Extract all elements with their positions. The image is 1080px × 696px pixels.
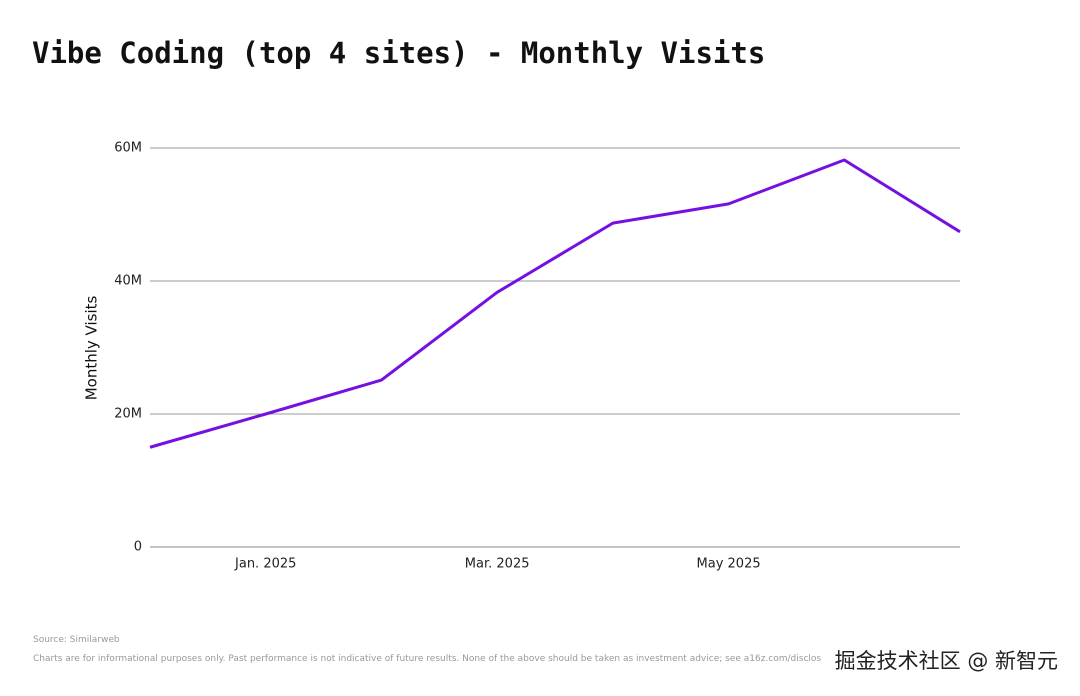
y-tick-label: 20M bbox=[114, 407, 142, 422]
y-tick-label: 60M bbox=[114, 141, 142, 156]
y-axis-label: Monthly Visits bbox=[83, 296, 101, 401]
watermark: 掘金技术社区 @ 新智元 bbox=[835, 649, 1058, 673]
y-tick-label: 0 bbox=[134, 540, 142, 555]
x-tick-label: Mar. 2025 bbox=[465, 557, 530, 572]
x-tick-label: Jan. 2025 bbox=[234, 557, 296, 572]
chart-title: Vibe Coding (top 4 sites) - Monthly Visi… bbox=[32, 36, 765, 70]
source: Source: Similarweb bbox=[33, 635, 120, 645]
line bbox=[149, 158, 961, 449]
y-tick-label: 40M bbox=[114, 274, 142, 289]
disclaimer: Charts are for informational purposes on… bbox=[33, 654, 821, 664]
x-tick-label: May 2025 bbox=[697, 557, 761, 572]
